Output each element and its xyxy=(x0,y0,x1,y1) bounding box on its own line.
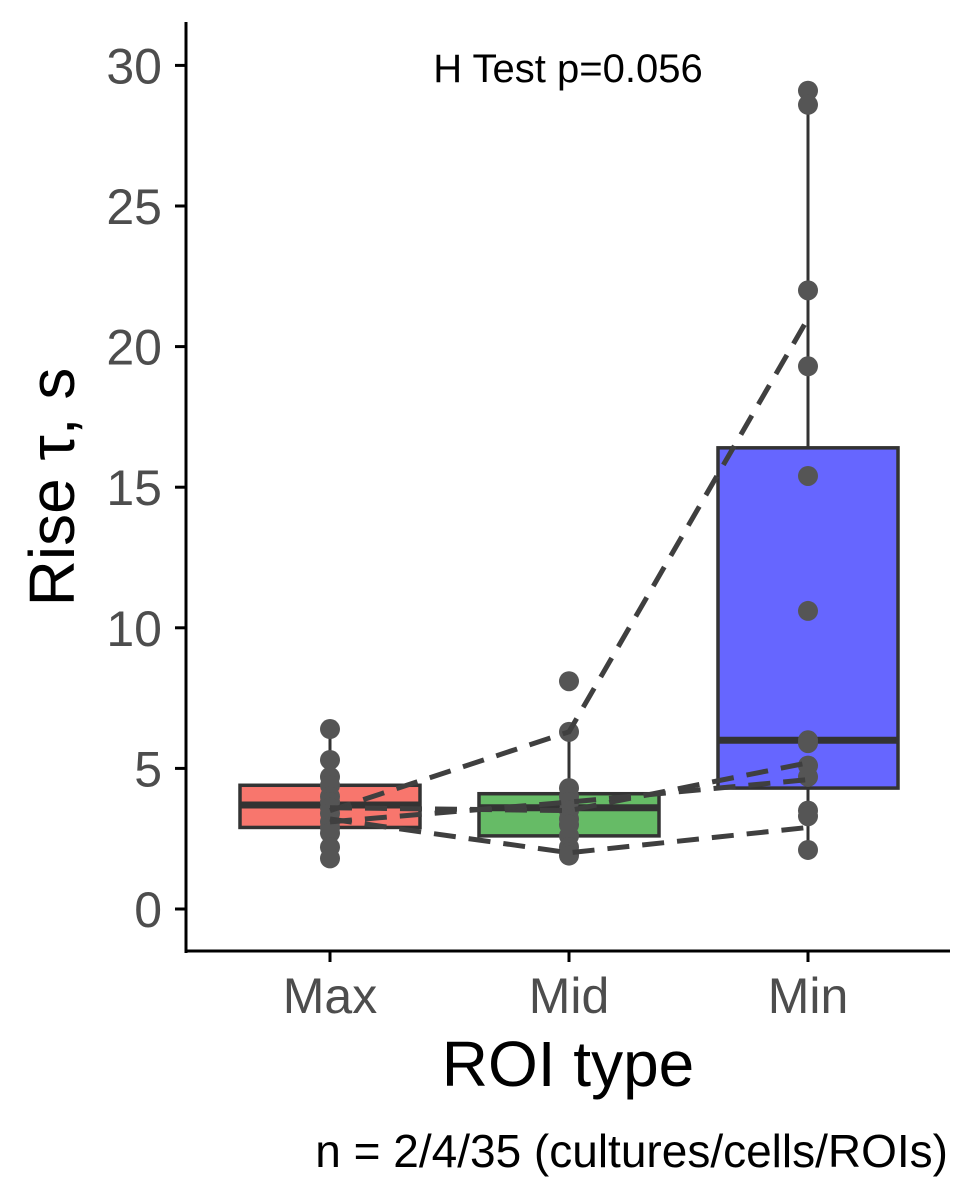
connecting-lines-layer xyxy=(329,317,811,856)
y-tick-label: 25 xyxy=(106,179,162,235)
data-point xyxy=(798,806,818,827)
x-axis-title: ROI type xyxy=(442,1028,695,1100)
data-point xyxy=(798,600,818,621)
data-point xyxy=(320,848,340,869)
y-tick-label: 10 xyxy=(106,601,162,657)
connecting-line xyxy=(329,777,809,825)
data-point xyxy=(798,465,818,486)
y-tick-label: 0 xyxy=(134,882,162,938)
data-point xyxy=(320,749,340,770)
data-point xyxy=(798,839,818,860)
data-point xyxy=(798,356,818,377)
data-point xyxy=(559,671,579,692)
connecting-line xyxy=(329,317,811,813)
y-tick-label: 20 xyxy=(106,320,162,376)
data-point xyxy=(798,766,818,787)
data-point xyxy=(798,733,818,754)
y-tick-label: 30 xyxy=(106,38,162,94)
x-tick-label: Mid xyxy=(529,968,610,1024)
y-tick-label: 15 xyxy=(106,460,162,516)
data-point xyxy=(798,80,818,101)
x-axis-ticks: Max Mid Min xyxy=(283,951,849,1024)
x-tick-label: Max xyxy=(283,968,377,1024)
connecting-line xyxy=(329,760,809,814)
data-point xyxy=(320,719,340,740)
x-tick-label: Min xyxy=(768,968,849,1024)
y-axis-ticks: 0 5 10 15 20 25 30 xyxy=(106,38,186,938)
connecting-line xyxy=(329,816,809,856)
data-point xyxy=(320,823,340,844)
data-point xyxy=(798,94,818,115)
data-point xyxy=(798,280,818,301)
h-test-annotation: H Test p=0.056 xyxy=(433,47,702,91)
y-tick-label: 5 xyxy=(134,741,162,797)
sample-size-caption: n = 2/4/35 (cultures/cells/ROIs) xyxy=(315,1125,948,1177)
y-axis-title: Rise τ, s xyxy=(16,368,88,607)
data-point xyxy=(559,845,579,866)
